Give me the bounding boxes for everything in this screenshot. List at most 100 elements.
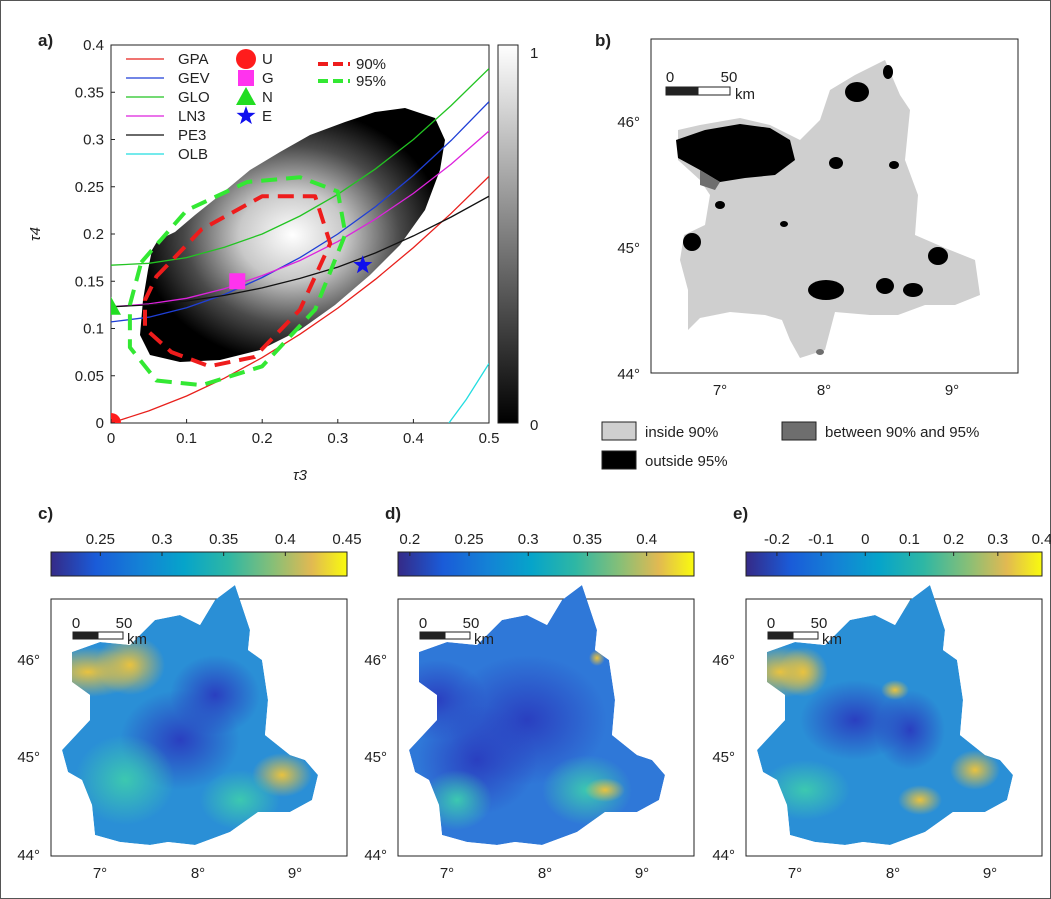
- legend-swatch-outside-95: [601, 450, 637, 470]
- panel-d-ytick-2: 44°: [364, 847, 387, 864]
- panel-c-scale-unit: km: [127, 631, 147, 648]
- point-e: [353, 255, 373, 274]
- legend-marker-g: [238, 70, 254, 86]
- panel-e-cb-label-2: 0: [861, 531, 869, 548]
- panel-d-ytick-1: 45°: [364, 749, 387, 766]
- panel-c-scale-white: [97, 631, 124, 640]
- panel-d-xtick-0: 7°: [440, 865, 454, 882]
- region-outside-95-southcentral: [808, 280, 844, 300]
- distribution-points: [111, 255, 373, 423]
- legend-swatch-inside-90: [601, 421, 637, 441]
- panel-a-x-ticks: 0 0.1 0.2 0.3 0.4 0.5: [107, 419, 499, 447]
- region-outside-95-east: [928, 247, 948, 265]
- panel-d-xtick-1: 8°: [538, 865, 552, 882]
- panel-e-xtick-0: 7°: [788, 865, 802, 882]
- b-xtick-8: 8°: [817, 382, 831, 399]
- legend-label-e: E: [262, 108, 272, 125]
- distribution-curves: [111, 68, 489, 423]
- panel-d-scale-start: 0: [419, 615, 427, 632]
- panel-c-cb-label-2: 0.35: [209, 531, 238, 548]
- panel-d-cb-label-4: 0.4: [636, 531, 657, 548]
- panel-a-x-axis-label: τ3: [293, 467, 308, 484]
- a-ytick-label-5: 0.25: [75, 179, 104, 196]
- panel-e-ytick-1: 45°: [712, 749, 735, 766]
- panel-c-map-field-5: [75, 735, 175, 825]
- panel-e-cb-label-0: -0.2: [764, 531, 790, 548]
- panel-e-cb-label-5: 0.3: [987, 531, 1008, 548]
- panel-c-map-field-1: [95, 635, 165, 695]
- panel-c-cb-label-4: 0.45: [332, 531, 361, 548]
- a-xtick-label-4: 0.4: [403, 430, 424, 447]
- panel-e-xtick-2: 9°: [983, 865, 997, 882]
- panel-c-cb-label-1: 0.3: [152, 531, 173, 548]
- panel-d-cb-label-3: 0.35: [573, 531, 602, 548]
- point-u: [111, 413, 121, 423]
- panel-d-ytick-0: 46°: [364, 652, 387, 669]
- panel-b-scale-bar: 0 50 km: [665, 69, 755, 103]
- b-xtick-7: 7°: [713, 382, 727, 399]
- panel-c-scale-end: 50: [116, 615, 133, 632]
- panel-c-cb-label-3: 0.4: [275, 531, 296, 548]
- legend-label-contour-90-pct: 90%: [356, 56, 386, 73]
- panel-b-axis-ticks: 46° 45° 44° 7° 8° 9°: [617, 114, 959, 399]
- legend-label-contour-95-pct: 95%: [356, 73, 386, 90]
- panel-d-scale-end: 50: [463, 615, 480, 632]
- region-outside-95-northwest: [676, 124, 795, 182]
- panel-c-scale-start: 0: [72, 615, 80, 632]
- a-xtick-label-3: 0.3: [327, 430, 348, 447]
- panel-e-map-field-8: [881, 680, 909, 700]
- region-between-small: [816, 349, 824, 355]
- panel-e-cb-label-6: 0.4: [1032, 531, 1051, 548]
- curve-pe3: [111, 195, 489, 308]
- panel-e-map-field-1: [778, 647, 828, 697]
- legend-label-gev: GEV: [178, 70, 210, 87]
- a-xtick-label-2: 0.2: [252, 430, 273, 447]
- curve-glo: [111, 68, 489, 266]
- b-ytick-46: 46°: [617, 114, 640, 131]
- panel-d-map-field-4: [585, 778, 625, 802]
- a-ytick-label-8: 0.4: [83, 37, 104, 54]
- scale-bar-end: 50: [721, 69, 738, 86]
- legend-label-outside-95: outside 95%: [645, 453, 728, 470]
- region-outside-95-north: [845, 82, 869, 102]
- colorbar-max-label: 1: [530, 45, 538, 62]
- panel-e-scale-white: [792, 631, 819, 640]
- region-between-90-95: [700, 170, 720, 190]
- region-outside-95-north-2: [883, 65, 893, 79]
- panel-d-cb-label-2: 0.3: [518, 531, 539, 548]
- colorbar-gray-gradient: [497, 44, 519, 424]
- curve-gev: [111, 101, 489, 323]
- panel-a-label: a): [38, 31, 53, 50]
- a-ytick-label-0: 0: [96, 415, 104, 432]
- region-outside-95-center: [829, 157, 843, 169]
- point-g: [229, 273, 246, 290]
- panel-e-cb-label-4: 0.2: [943, 531, 964, 548]
- a-ytick-label-2: 0.1: [83, 321, 104, 338]
- panel-e-scale-start: 0: [767, 615, 775, 632]
- panel-d-colorbar: [397, 551, 695, 577]
- panel-e-ytick-0: 46°: [712, 652, 735, 669]
- legend-label-gpa: GPA: [178, 51, 209, 68]
- panel-e-map-field-2: [950, 750, 1000, 790]
- panel-d-xtick-2: 9°: [635, 865, 649, 882]
- confidence-contours: [127, 175, 348, 388]
- panel-c-xtick-0: 7°: [93, 865, 107, 882]
- contour-90-pct: [143, 194, 333, 369]
- panel-e-cb-label-3: 0.1: [899, 531, 920, 548]
- panel-d-label: d): [385, 504, 401, 523]
- legend-label-g: G: [262, 70, 274, 87]
- panel-e-ytick-2: 44°: [712, 847, 735, 864]
- panel-e-map-field-3: [898, 785, 942, 815]
- panel-a-colorbar: 1 0: [497, 44, 538, 434]
- legend-swatch-between: [781, 421, 817, 441]
- curve-olb: [448, 363, 489, 423]
- panel-c-ytick-2: 44°: [17, 847, 40, 864]
- panel-d-map: [409, 585, 665, 845]
- region-outside-95-east-mid: [889, 161, 899, 169]
- panel-b: b) 0 50 km 46° 45°: [595, 31, 1019, 470]
